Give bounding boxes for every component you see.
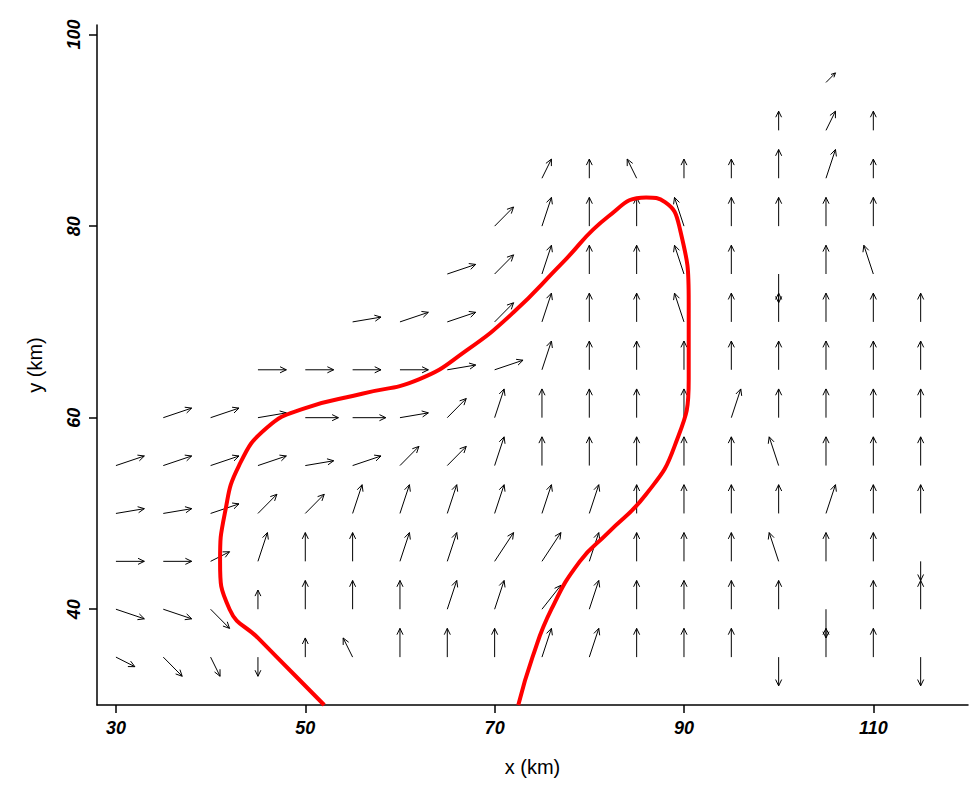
svg-text:60: 60 — [64, 408, 84, 428]
svg-text:80: 80 — [64, 216, 84, 236]
svg-text:110: 110 — [859, 718, 888, 738]
svg-text:x (km): x (km) — [505, 756, 561, 778]
svg-text:40: 40 — [64, 599, 84, 620]
svg-text:70: 70 — [485, 718, 505, 738]
svg-text:30: 30 — [106, 718, 126, 738]
svg-text:90: 90 — [674, 718, 694, 738]
svg-text:50: 50 — [295, 718, 315, 738]
svg-text:y (km): y (km) — [24, 337, 46, 393]
svg-text:100: 100 — [64, 20, 84, 50]
